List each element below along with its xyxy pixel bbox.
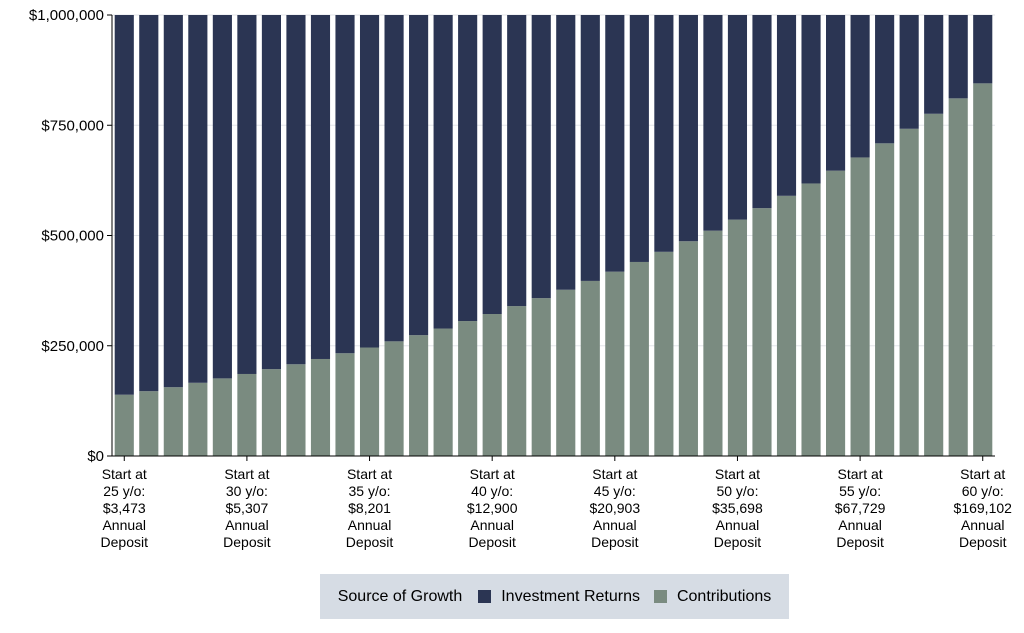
bar-contributions [482, 313, 502, 456]
bar-contributions [139, 391, 159, 456]
bar-investment-returns [384, 15, 404, 342]
bar-investment-returns [678, 15, 698, 242]
bar-investment-returns [507, 15, 527, 307]
x-tick-label: Start at 60 y/o: $169,102 Annual Deposit [954, 466, 1013, 550]
bar-investment-returns [433, 15, 453, 329]
bar-investment-returns [776, 15, 797, 196]
bar-investment-returns [139, 15, 159, 392]
legend: Source of Growth Investment Returns Cont… [320, 574, 789, 619]
bar-contributions [212, 378, 232, 456]
bar-investment-returns [727, 15, 748, 220]
bar-investment-returns [531, 15, 551, 299]
x-tick-label: Start at 30 y/o: $5,307 Annual Deposit [223, 466, 271, 550]
bar-investment-returns [482, 15, 502, 314]
bar-investment-returns [237, 15, 257, 374]
bar-investment-returns [359, 15, 380, 348]
bar-contributions [727, 219, 748, 456]
bar-contributions [310, 358, 331, 456]
bar-contributions [948, 98, 968, 456]
bar-contributions [826, 170, 846, 456]
bar-investment-returns [212, 15, 232, 379]
legend-title: Source of Growth [337, 587, 463, 605]
bar-investment-returns [899, 15, 919, 129]
bar-contributions [875, 143, 895, 456]
bar-contributions [359, 347, 380, 456]
bar-investment-returns [850, 15, 870, 158]
legend-swatch-contributions [653, 590, 667, 603]
bars [114, 15, 993, 456]
legend-label-investment-returns: Investment Returns [501, 587, 640, 605]
bar-contributions [924, 113, 944, 456]
x-tick-label: Start at 45 y/o: $20,903 Annual Deposit [590, 466, 641, 550]
bar-investment-returns [188, 15, 208, 383]
bar-investment-returns [703, 15, 723, 231]
bar-contributions [433, 328, 453, 456]
y-tick-label: $0 [87, 448, 104, 465]
bar-investment-returns [924, 15, 944, 114]
bar-contributions [654, 251, 674, 456]
bar-contributions [703, 230, 723, 456]
bar-investment-returns [654, 15, 674, 252]
bar-investment-returns [605, 15, 625, 272]
legend-label-contributions: Contributions [676, 587, 772, 605]
bar-contributions [286, 364, 306, 456]
bar-contributions [384, 341, 404, 456]
bar-contributions [163, 387, 183, 456]
bar-investment-returns [556, 15, 576, 290]
y-axis: $0 $250,000 $500,000 $750,000 $1,000,000 [29, 7, 113, 465]
bar-investment-returns [286, 15, 306, 365]
x-tick-label: Start at 50 y/o: $35,698 Annual Deposit [712, 466, 763, 550]
bar-contributions [114, 394, 134, 456]
bar-contributions [678, 241, 698, 456]
y-tick-label: $250,000 [41, 338, 104, 355]
bar-investment-returns [580, 15, 600, 281]
bar-investment-returns [409, 15, 429, 336]
bar-contributions [237, 373, 257, 456]
bar-contributions [850, 157, 870, 456]
x-tick-label: Start at 35 y/o: $8,201 Annual Deposit [346, 466, 394, 550]
bar-contributions [409, 335, 429, 456]
bar-investment-returns [310, 15, 331, 359]
y-tick-label: $1,000,000 [29, 7, 104, 24]
bar-investment-returns [948, 15, 968, 99]
y-tick-label: $500,000 [41, 228, 104, 245]
bar-contributions [899, 128, 919, 456]
bar-investment-returns [163, 15, 183, 388]
legend-swatch-investment-returns [478, 590, 492, 603]
bar-contributions [629, 261, 649, 456]
bar-contributions [507, 306, 527, 456]
bar-contributions [556, 289, 576, 456]
bar-contributions [458, 321, 478, 456]
bar-investment-returns [875, 15, 895, 144]
bar-investment-returns [752, 15, 772, 209]
bar-contributions [531, 298, 551, 456]
bar-contributions [261, 369, 281, 456]
x-axis: Start at 25 y/o: $3,473 Annual Deposit Start … [101, 455, 1013, 550]
bar-contributions [605, 271, 625, 456]
bar-investment-returns [335, 15, 355, 354]
bar-contributions [335, 353, 355, 456]
bar-contributions [188, 382, 208, 456]
bar-contributions [973, 83, 993, 456]
bar-contributions [580, 280, 600, 456]
y-tick-label: $750,000 [41, 117, 104, 134]
bar-investment-returns [826, 15, 846, 171]
bar-contributions [776, 195, 797, 456]
bar-investment-returns [458, 15, 478, 322]
bar-investment-returns [629, 15, 649, 262]
x-tick-label: Start at 40 y/o: $12,900 Annual Deposit [467, 466, 518, 550]
bar-investment-returns [114, 15, 134, 395]
x-tick-label: Start at 55 y/o: $67,729 Annual Deposit [835, 466, 886, 550]
bar-contributions [801, 183, 821, 456]
bar-investment-returns [973, 15, 993, 84]
x-tick-label: Start at 25 y/o: $3,473 Annual Deposit [101, 466, 149, 550]
bar-investment-returns [801, 15, 821, 184]
bar-contributions [752, 208, 772, 456]
bar-investment-returns [261, 15, 281, 370]
